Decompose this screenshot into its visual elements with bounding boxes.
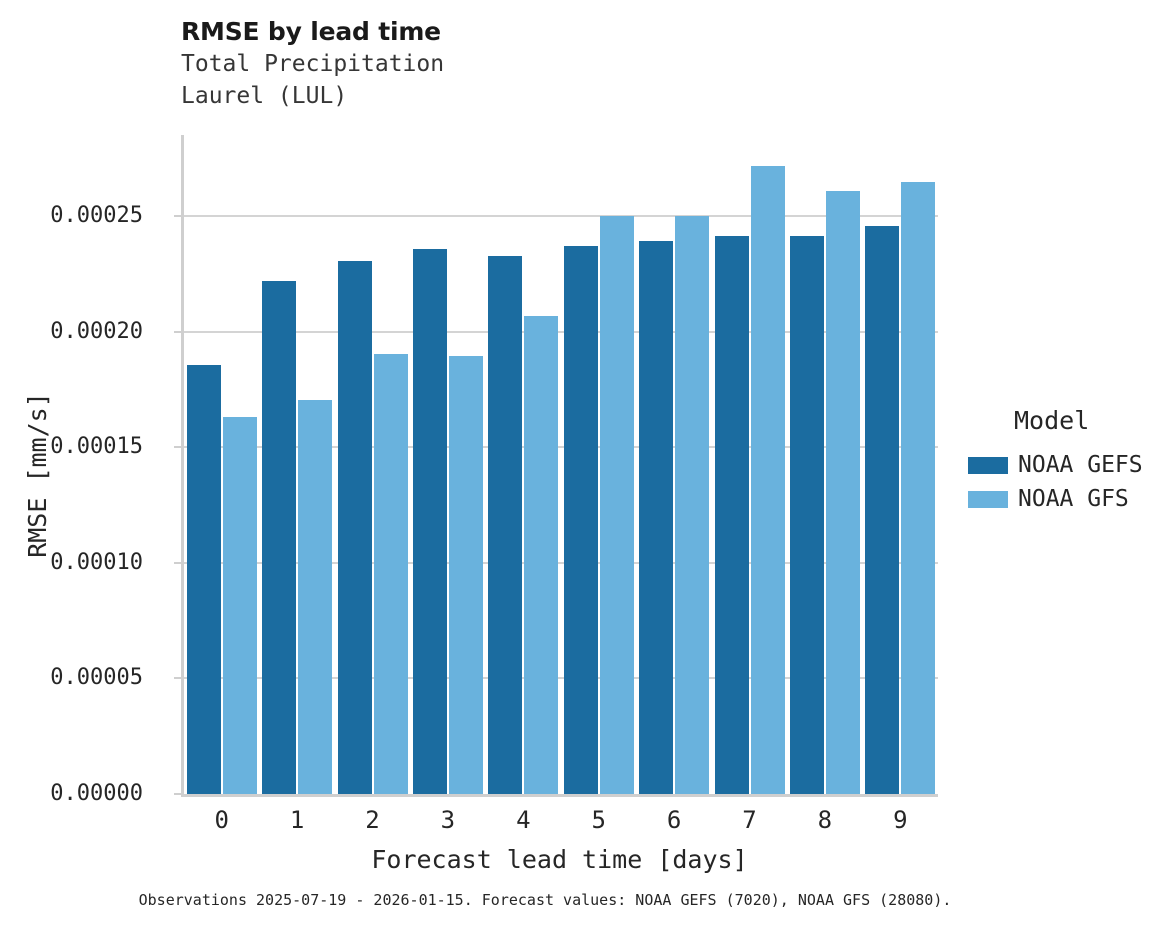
y-axis-line: [181, 135, 184, 795]
chart-footnote: Observations 2025-07-19 - 2026-01-15. Fo…: [138, 891, 952, 909]
bar: [262, 281, 297, 794]
legend-swatch-icon: [968, 490, 1008, 508]
title-block: RMSE by lead time Total Precipitation La…: [181, 16, 941, 112]
x-axis-title: Forecast lead time [days]: [371, 845, 748, 874]
legend-title: Model: [1014, 406, 1090, 435]
bar: [298, 399, 333, 794]
x-tick-label: 3: [440, 806, 456, 834]
x-tick-label: 7: [742, 806, 757, 834]
legend-swatch-icon: [968, 456, 1008, 474]
bars-layer: [184, 135, 938, 794]
bar: [714, 235, 749, 794]
bar: [563, 245, 598, 794]
bar: [448, 355, 483, 794]
y-tick-label: 0.00015: [50, 434, 143, 460]
x-tick-label: 0: [214, 806, 229, 834]
gridline: [184, 214, 938, 217]
y-tick-label: 0.00025: [50, 202, 143, 228]
y-tick-label: 0.00020: [50, 318, 143, 344]
y-tick-mark: [174, 330, 182, 333]
page-title: RMSE by lead time: [181, 17, 441, 46]
bar: [373, 353, 408, 794]
chart-subtitle-station: Laurel (LUL): [181, 83, 348, 109]
legend-entry[interactable]: NOAA GFS: [968, 482, 1143, 516]
x-tick-label: 6: [666, 806, 682, 834]
chart-subtitle-variable: Total Precipitation: [181, 51, 445, 77]
bar: [488, 255, 523, 794]
y-tick-mark: [174, 561, 182, 564]
y-tick-mark: [174, 214, 182, 217]
bar: [337, 261, 372, 794]
bar: [186, 364, 221, 794]
chart-plot-area: 0.00000 0.00005 0.00010 0.00015 0.00020 0.000…: [50, 135, 938, 833]
y-tick-mark: [174, 793, 182, 795]
legend-entry[interactable]: NOAA GEFS: [968, 448, 1143, 482]
bar: [222, 416, 257, 794]
bar: [901, 182, 936, 794]
x-tick-label: 2: [365, 806, 380, 834]
bar: [412, 248, 447, 794]
bar: [865, 225, 900, 794]
x-tick-label: 1: [289, 806, 305, 834]
y-tick-label: 0.00010: [50, 549, 143, 575]
bar: [789, 235, 824, 794]
bar: [524, 316, 559, 794]
y-axis-title: RMSE [mm/s]: [23, 392, 52, 558]
y-tick-mark: [174, 677, 182, 680]
legend: Model NOAA GEFS NOAA GFS: [968, 406, 1143, 516]
x-tick-label: 9: [893, 806, 908, 834]
y-tick-mark: [174, 446, 182, 449]
legend-entries: NOAA GEFS NOAA GFS: [968, 448, 1143, 516]
x-tick-label: 4: [516, 806, 531, 834]
legend-label: NOAA GFS: [1018, 486, 1129, 512]
y-tick-label: 0.00000: [50, 781, 143, 806]
gridline: [184, 330, 938, 333]
bar: [750, 166, 785, 794]
x-tick-label: 8: [817, 806, 833, 834]
x-tick-label: 5: [591, 806, 606, 834]
bar: [639, 240, 674, 794]
y-tick-label: 0.00005: [50, 665, 143, 691]
bar: [675, 215, 710, 794]
gridline: [184, 446, 938, 449]
legend-label: NOAA GEFS: [1018, 452, 1143, 478]
x-axis-line: [181, 794, 938, 797]
gridline: [184, 561, 938, 564]
bar: [825, 190, 860, 794]
gridline: [184, 677, 938, 680]
bar: [599, 215, 634, 794]
